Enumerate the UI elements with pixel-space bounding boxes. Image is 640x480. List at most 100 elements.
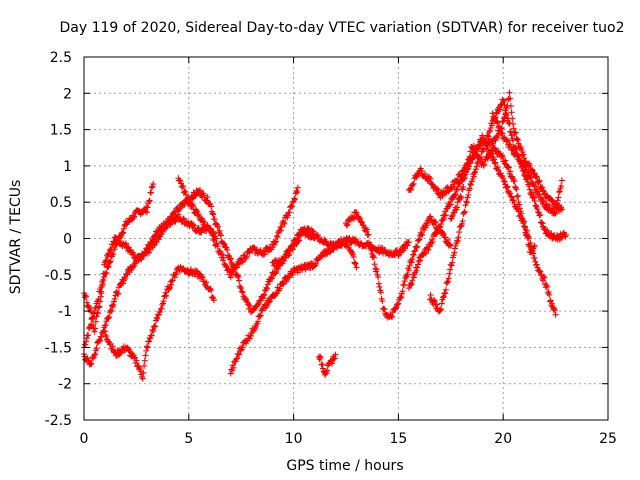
y-axis-ticks: -2.5 -2 -1.5 -1 -0.5 0 0.5 1 1.5 2 2.5 — [45, 50, 608, 429]
data-point — [500, 177, 507, 184]
data-point — [449, 213, 456, 220]
data-point — [127, 248, 134, 255]
data-point — [466, 153, 473, 160]
data-point — [507, 103, 514, 110]
data-point — [484, 132, 491, 139]
data-point — [512, 184, 519, 191]
data-point — [166, 285, 173, 292]
data-point — [122, 240, 129, 247]
data-point — [503, 111, 510, 118]
data-point — [556, 189, 563, 196]
data-point — [115, 235, 122, 242]
data-point — [322, 370, 329, 377]
data-point — [440, 216, 447, 223]
data-point — [99, 276, 106, 283]
data-point — [184, 266, 191, 273]
data-point — [473, 163, 480, 170]
data-point — [169, 215, 176, 222]
data-point — [183, 191, 190, 198]
data-point — [207, 227, 214, 234]
data-point — [510, 197, 517, 204]
data-point — [85, 357, 92, 364]
data-point — [502, 157, 509, 164]
data-point — [377, 289, 384, 296]
data-point — [425, 246, 432, 253]
data-point — [172, 271, 179, 278]
data-point — [557, 205, 564, 212]
data-point — [309, 227, 316, 234]
data-point — [243, 253, 250, 260]
x-axis-ticks: 0 5 10 15 20 25 — [80, 57, 617, 447]
data-point — [326, 247, 333, 254]
data-point — [449, 259, 456, 266]
data-point — [440, 293, 447, 300]
data-point — [346, 234, 353, 241]
series-arc-8 — [269, 225, 412, 269]
data-point — [213, 240, 220, 247]
data-point — [171, 274, 178, 281]
data-point — [404, 271, 411, 278]
data-point — [407, 186, 414, 193]
x-tick-label: 10 — [285, 431, 303, 447]
data-point — [110, 238, 117, 245]
data-point — [438, 300, 445, 307]
data-point — [494, 119, 501, 126]
data-point — [554, 197, 561, 204]
data-point — [535, 188, 542, 195]
data-point — [499, 130, 506, 137]
data-point — [158, 305, 165, 312]
data-point — [410, 251, 417, 258]
data-point — [280, 281, 287, 288]
data-point — [236, 277, 243, 284]
data-point — [209, 294, 216, 301]
data-point — [291, 195, 298, 202]
data-point — [319, 365, 326, 372]
data-point — [273, 233, 280, 240]
data-point — [110, 301, 117, 308]
data-point — [486, 127, 493, 134]
data-point — [389, 313, 396, 320]
data-point — [380, 305, 387, 312]
data-point — [497, 125, 504, 132]
data-point — [462, 171, 469, 178]
data-point — [534, 264, 541, 271]
data-point — [201, 219, 208, 226]
data-point — [454, 204, 461, 211]
data-point — [180, 215, 187, 222]
data-point — [461, 208, 468, 215]
data-point — [408, 259, 415, 266]
data-point — [247, 332, 254, 339]
data-point — [414, 237, 421, 244]
y-tick-label: 1.5 — [50, 123, 72, 139]
data-point — [528, 249, 535, 256]
data-point — [454, 177, 461, 184]
data-point — [256, 313, 263, 320]
data-point — [132, 354, 139, 361]
y-tick-label: -2.5 — [45, 413, 72, 429]
data-point — [265, 299, 272, 306]
data-point — [463, 163, 470, 170]
data-point — [264, 281, 271, 288]
data-point — [169, 277, 176, 284]
data-point — [508, 132, 515, 139]
data-point — [536, 212, 543, 219]
data-point — [82, 341, 89, 348]
data-point — [145, 249, 152, 256]
x-axis-label: GPS time / hours — [286, 458, 403, 474]
x-tick-label: 0 — [80, 431, 89, 447]
data-point — [503, 138, 510, 145]
data-point — [375, 280, 382, 287]
data-point — [549, 205, 556, 212]
data-point — [211, 235, 218, 242]
data-point — [468, 181, 475, 188]
data-point — [276, 285, 283, 292]
data-point — [273, 269, 280, 276]
data-point — [289, 203, 296, 210]
data-point — [491, 156, 498, 163]
data-point — [148, 332, 155, 339]
data-point — [545, 288, 552, 295]
data-point — [104, 264, 111, 271]
data-point — [394, 301, 401, 308]
data-point — [142, 208, 149, 215]
data-point — [427, 213, 434, 220]
